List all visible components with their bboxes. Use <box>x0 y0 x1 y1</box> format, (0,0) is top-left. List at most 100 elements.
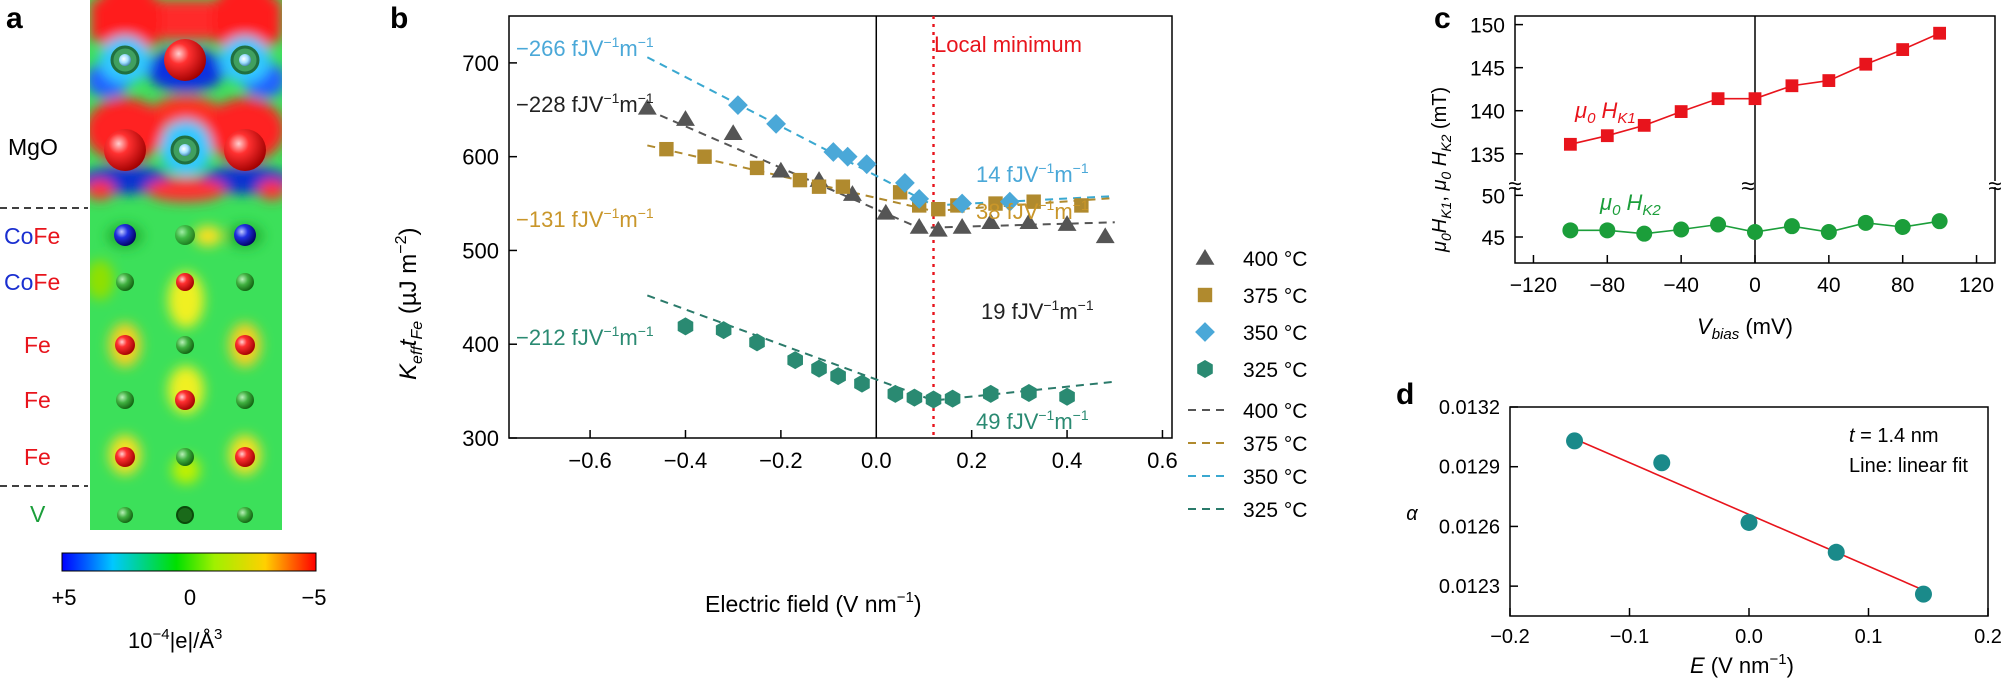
layer-label-fe-2: Fe <box>24 387 51 413</box>
x-tick-label-d: −0.2 <box>1490 626 1529 648</box>
x-axis-c: −120 −80 −40 0 40 80 120 <box>1510 255 1994 297</box>
data-point <box>1057 215 1077 231</box>
data-point <box>909 218 929 234</box>
data-point <box>1914 585 1932 603</box>
data-point <box>1857 214 1874 231</box>
data-point <box>1894 219 1911 235</box>
legend-marker <box>1197 287 1213 303</box>
data-point <box>909 188 930 209</box>
data-point <box>1748 92 1762 106</box>
data-point <box>944 389 961 408</box>
x-tick-label-b: −0.6 <box>568 448 611 473</box>
data-point <box>749 160 765 176</box>
legend-label: 375 °C <box>1243 433 1307 456</box>
data-point <box>1599 222 1616 239</box>
data-point <box>723 124 743 140</box>
y-axis-b: 300 400 500 600 700 <box>462 51 517 451</box>
data-point <box>677 317 694 336</box>
data-point <box>952 193 973 214</box>
colorbar-ticks: +5 0 −5 <box>51 585 326 610</box>
colorbar-tick-zero: 0 <box>184 585 196 610</box>
data-point <box>854 374 870 393</box>
x-tick-label-d: 0.2 <box>1974 626 2002 648</box>
data-point <box>1896 43 1910 56</box>
annotation-linear-fit: Line: linear fit <box>1849 455 1968 477</box>
data-series-d <box>1566 432 1932 603</box>
x-axis-label-c: Vbias (mV) <box>1697 314 1793 343</box>
y-tick-label-d: 0.0123 <box>1439 576 1500 598</box>
y-tick-label-c: 150 <box>1470 15 1505 38</box>
slope-350-left: −266 fJV−1m−1 <box>516 34 654 61</box>
x-axis-label-b: Electric field (V nm−1) <box>705 589 922 617</box>
slope-400-right: 19 fJV−1m−1 <box>981 297 1094 324</box>
data-point <box>697 149 712 164</box>
legend-label: 375 °C <box>1243 285 1307 308</box>
x-tick-label-c: 120 <box>1959 274 1994 297</box>
x-tick-label-c: 80 <box>1891 274 1914 297</box>
x-axis-label-d: E (V nm−1) <box>1690 651 1794 678</box>
y-tick-label-b: 300 <box>462 426 499 451</box>
colorbar <box>61 552 317 572</box>
data-point <box>1785 79 1799 93</box>
panel-letter-b: b <box>390 2 408 35</box>
legend-label: 400 °C <box>1243 400 1307 423</box>
x-tick-label-b: 0.0 <box>861 448 892 473</box>
data-point <box>1563 137 1577 151</box>
y-tick-label-b: 400 <box>462 332 499 357</box>
layer-label-mgo: MgO <box>8 134 58 160</box>
data-series-b <box>637 95 1115 409</box>
data-point <box>999 191 1020 212</box>
slope-325-left: −212 fJV−1m−1 <box>516 323 654 350</box>
data-point <box>637 98 657 115</box>
slope-325-right: 49 fJV−1m−1 <box>976 407 1089 434</box>
data-point <box>1673 221 1690 238</box>
x-tick-label-d: −0.1 <box>1610 626 1649 648</box>
data-point <box>1074 198 1089 213</box>
y-tick-label-d: 0.0132 <box>1439 397 1500 419</box>
data-point <box>1600 129 1614 143</box>
data-point <box>1674 105 1688 118</box>
legend-marker <box>1197 360 1213 378</box>
data-point <box>1747 224 1763 240</box>
data-point <box>1059 387 1075 406</box>
x-tick-label-c: 0 <box>1749 274 1761 297</box>
annotation-thickness: t = 1.4 nm <box>1849 425 1939 447</box>
data-point <box>982 384 999 403</box>
data-point <box>1711 92 1725 106</box>
data-point <box>876 203 896 220</box>
data-point <box>1019 213 1039 230</box>
axis-break-middle: ≈ <box>1741 173 1754 200</box>
x-tick-label-d: 0.0 <box>1735 626 1763 648</box>
legend-label: 350 °C <box>1243 322 1307 345</box>
data-point <box>981 213 1001 230</box>
layer-label-cofe-2: CoFe <box>4 269 60 295</box>
data-point <box>906 388 923 407</box>
series-label-hk1: μ0 HK1 <box>1574 98 1636 127</box>
data-point <box>1026 194 1041 209</box>
x-tick-label-b: −0.4 <box>664 448 707 473</box>
slope-350-right: 14 fJV−1m−1 <box>976 160 1089 187</box>
y-tick-label-d: 0.0129 <box>1439 457 1500 479</box>
x-tick-label-b: 0.6 <box>1147 448 1178 473</box>
panel-letter-d: d <box>1396 378 1414 411</box>
y-tick-label-b: 500 <box>462 238 499 263</box>
slope-375-left: −131 fJV−1m−1 <box>516 205 654 232</box>
data-point <box>1740 513 1758 531</box>
data-point <box>1562 222 1579 239</box>
data-point <box>988 196 1003 211</box>
y-axis-d: 0.0123 0.0126 0.0129 0.0132 <box>1439 397 1518 598</box>
axis-break-right: ≈ <box>1988 173 2001 200</box>
layer-label-fe-3: Fe <box>24 444 51 470</box>
y-tick-label-d: 0.0126 <box>1439 516 1500 538</box>
y-axis-label-c: μ0HK1, μ0 HK2 (mT) <box>1429 87 1454 253</box>
data-point <box>856 154 877 175</box>
y-tick-label-b: 600 <box>462 145 499 170</box>
panel-c: c ≈ ≈ ≈ 135 140 145 150 45 50 −120 −80 −40 0 40 80… <box>1429 2 2002 343</box>
x-axis-b: −0.6 −0.4 −0.2 0.0 0.2 0.4 0.6 <box>568 430 1178 473</box>
plot-frame-b <box>508 15 1173 439</box>
data-point <box>659 141 674 157</box>
y-axis-label-b: KefftFe (µJ m−2) <box>393 227 426 380</box>
y-tick-label-b: 700 <box>462 51 499 76</box>
y-tick-label-c: 50 <box>1482 185 1505 208</box>
